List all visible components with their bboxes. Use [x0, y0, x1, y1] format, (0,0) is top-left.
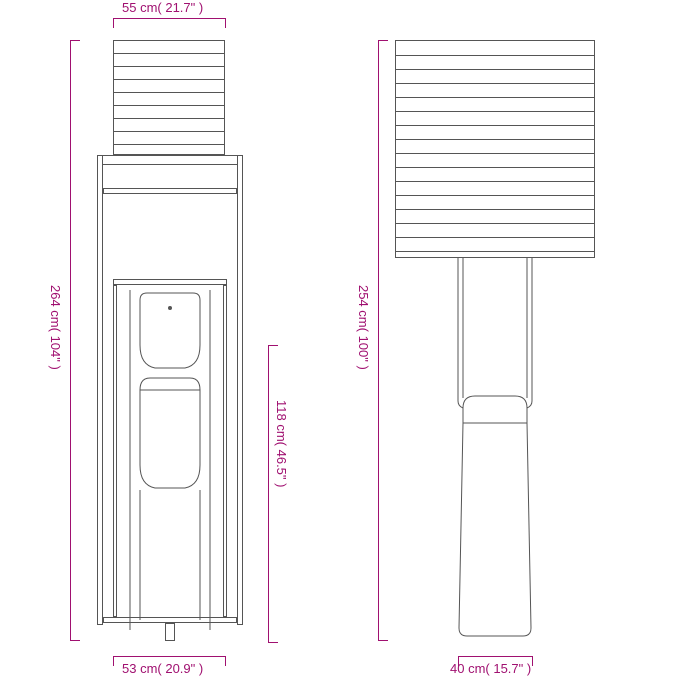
dim-tick: [378, 40, 388, 41]
dim-top-left-line: [113, 18, 225, 19]
dim-left-h-line: [70, 40, 71, 640]
dim-tick: [532, 656, 533, 666]
right-view: [395, 25, 595, 645]
left-inner-l: [113, 285, 117, 617]
dim-right-h-line: [378, 40, 379, 640]
dim-tick: [225, 18, 226, 28]
left-slide: [125, 290, 215, 630]
dim-tick: [70, 640, 80, 641]
dim-right-partial: 118 cm( 46.5" ): [274, 400, 289, 487]
left-mid-beam: [103, 188, 237, 194]
dim-tick: [268, 642, 278, 643]
dim-tick: [225, 656, 226, 666]
right-roof: [395, 40, 595, 258]
dim-bot-left: 53 cm( 20.9" ): [122, 661, 203, 676]
dim-bot-right: 40 cm( 15.7" ): [450, 661, 531, 676]
dim-left-height: 264 cm( 104" ): [48, 285, 63, 370]
dim-top-left: 55 cm( 21.7" ): [122, 0, 203, 15]
dim-tick: [113, 656, 114, 666]
dim-right-partial-line: [268, 345, 269, 642]
dim-right-height: 254 cm( 100" ): [356, 285, 371, 370]
left-post-l: [97, 155, 103, 625]
left-bottom-nub: [165, 623, 175, 641]
dim-tick: [378, 640, 388, 641]
left-top-beam: [97, 155, 243, 165]
left-inner-top: [113, 279, 227, 285]
dim-bot-left-line: [113, 656, 225, 657]
dim-tick: [70, 40, 80, 41]
left-post-r: [237, 155, 243, 625]
left-view: [85, 25, 255, 645]
dim-tick: [113, 18, 114, 28]
left-inner-r: [223, 285, 227, 617]
dim-bot-right-line: [458, 656, 532, 657]
left-roof: [113, 40, 225, 155]
dim-tick: [268, 345, 278, 346]
right-slide: [455, 258, 535, 643]
